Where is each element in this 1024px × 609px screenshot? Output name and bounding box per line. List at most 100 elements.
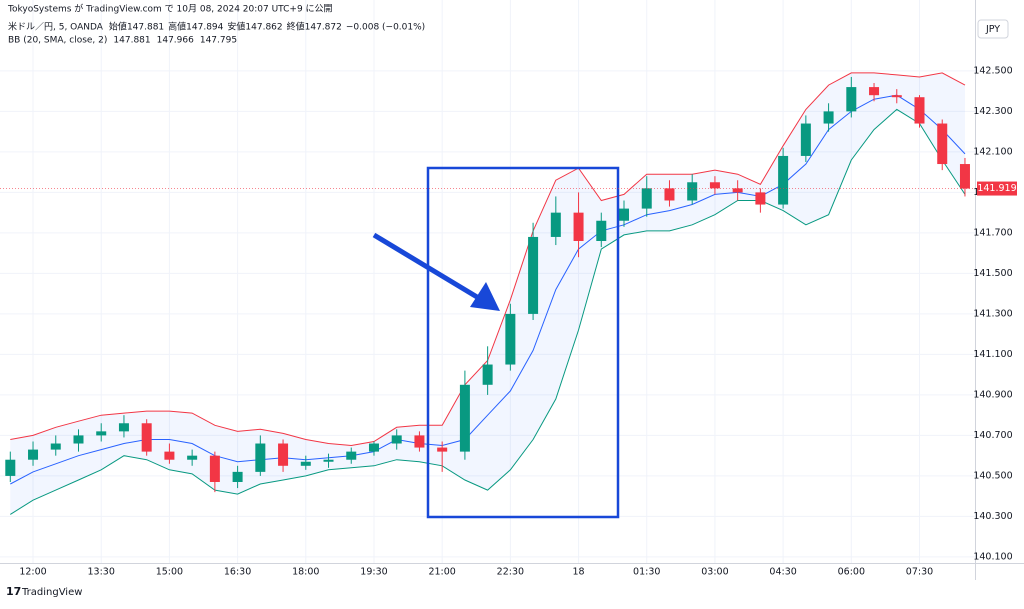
- y-tick-label: 140.900: [973, 389, 1012, 400]
- x-tick-label: 18: [573, 567, 585, 578]
- ohlc-value: 147.862: [245, 23, 282, 33]
- brand: TradingView: [21, 587, 82, 598]
- change: −0.008 (−0.01%): [346, 23, 425, 33]
- candle-body: [619, 208, 630, 221]
- annotation-arrow: [372, 232, 484, 303]
- band-basis: [10, 94, 966, 485]
- x-tick-label: 03:00: [701, 567, 728, 578]
- candle-body: [891, 95, 902, 98]
- candles: [5, 76, 970, 493]
- x-tick-label: 12:00: [19, 567, 46, 578]
- candle-body: [5, 459, 16, 476]
- band-fill: [10, 72, 966, 515]
- publisher: TokyoSystems が TradingView.com で 10月 08,…: [7, 3, 333, 15]
- y-tick-label: 141.100: [973, 349, 1012, 360]
- indicator-value: 147.966: [157, 36, 194, 46]
- candle-body: [255, 443, 266, 472]
- candle-body: [846, 87, 857, 112]
- candle-body: [687, 182, 698, 201]
- candle-body: [232, 471, 243, 482]
- candle-body: [573, 212, 584, 241]
- candle-body: [73, 435, 84, 444]
- grid: [0, 0, 975, 563]
- symbol-legend: 米ドル／円, 5, OANDA 始値 147.881 高値 147.894 安値 147.8…: [8, 21, 425, 33]
- candle-body: [368, 443, 379, 452]
- candle-body: [141, 423, 152, 452]
- x-tick-label: 22:30: [497, 567, 524, 578]
- last-price-badge: [977, 181, 1017, 196]
- y-tick-label: 142.300: [973, 106, 1012, 117]
- currency-button[interactable]: [977, 19, 1009, 39]
- footer: [0, 580, 1024, 605]
- candle-body: [505, 313, 516, 365]
- candle-body: [550, 212, 561, 237]
- y-tick-label: 141.500: [973, 268, 1012, 279]
- candle-body: [459, 384, 470, 452]
- candle-body: [96, 431, 107, 436]
- band-lower: [10, 108, 966, 515]
- candle-body: [596, 220, 607, 241]
- candle-body: [209, 455, 220, 482]
- brand-logo: 17: [6, 585, 21, 598]
- candle-body: [800, 123, 811, 156]
- currency-label: JPY: [985, 24, 1000, 35]
- candle-body: [391, 435, 402, 444]
- candle-body: [755, 192, 766, 205]
- candle-body: [437, 447, 448, 452]
- candle-body: [118, 423, 129, 432]
- candle-body: [164, 451, 175, 460]
- ohlc-label: 安値: [227, 21, 245, 33]
- x-tick-label: 21:00: [428, 567, 455, 578]
- ohlc-value: 147.894: [186, 23, 223, 33]
- price-axis-panel: [975, 0, 1024, 580]
- candle-body: [823, 111, 834, 124]
- indicator-legend: BB (20, SMA, close, 2) 147.881 147.966 147.…: [8, 36, 237, 46]
- ohlc-label: 終値: [287, 21, 305, 33]
- annotation-box: [426, 166, 620, 519]
- symbol: 米ドル／円, 5, OANDA: [8, 21, 104, 33]
- candle-body: [664, 188, 675, 201]
- indicator-name: BB (20, SMA, close, 2): [8, 36, 107, 46]
- x-tick-label: 15:00: [156, 567, 183, 578]
- x-axis: 12:00 13:30 15:00 16:30 18:00 19:30 21:00 22:30…: [19, 567, 933, 578]
- indicator-value: 147.795: [200, 36, 237, 46]
- x-tick-label: 18:00: [292, 567, 319, 578]
- y-tick-label: 142.100: [973, 146, 1012, 157]
- candle-body: [414, 435, 425, 448]
- x-tick-label: 01:30: [633, 567, 660, 578]
- candle-body: [187, 455, 198, 460]
- y-axis: 140.100 140.300 140.500 140.700 140.900 141.1…: [0, 65, 1017, 562]
- candle-body: [278, 443, 289, 466]
- y-tick-label: 140.700: [973, 430, 1012, 441]
- y-tick-label: 140.500: [973, 470, 1012, 481]
- bollinger-bands: [10, 72, 966, 515]
- candle-body: [732, 188, 743, 193]
- x-tick-label: 07:30: [906, 567, 933, 578]
- indicator-value: 147.881: [113, 36, 150, 46]
- annotation-arrow-head: [470, 282, 500, 311]
- candle-body: [346, 451, 357, 460]
- candle-body: [28, 449, 39, 460]
- candle-body: [869, 87, 880, 96]
- y-tick-label: 141.700: [973, 227, 1012, 238]
- y-tick-label: 142.500: [973, 65, 1012, 76]
- ohlc-label: 高値: [168, 21, 186, 33]
- candle-body: [300, 461, 311, 466]
- candle-body: [528, 236, 539, 314]
- x-tick-label: 19:30: [360, 567, 387, 578]
- ohlc-label: 始値: [109, 21, 127, 33]
- x-tick-label: 06:00: [838, 567, 865, 578]
- candle-body: [778, 155, 789, 205]
- candle-body: [959, 164, 970, 189]
- ohlc-value: 147.872: [305, 23, 342, 33]
- candle-body: [937, 123, 948, 165]
- y-tick-label: 140.300: [973, 511, 1012, 522]
- ohlc-value: 147.881: [127, 23, 164, 33]
- candle-body: [709, 182, 720, 189]
- candle-body: [914, 97, 925, 124]
- last-price-label: 141.919: [977, 183, 1016, 194]
- candle-body: [482, 364, 493, 385]
- candle-body: [641, 188, 652, 209]
- x-tick-label: 13:30: [88, 567, 115, 578]
